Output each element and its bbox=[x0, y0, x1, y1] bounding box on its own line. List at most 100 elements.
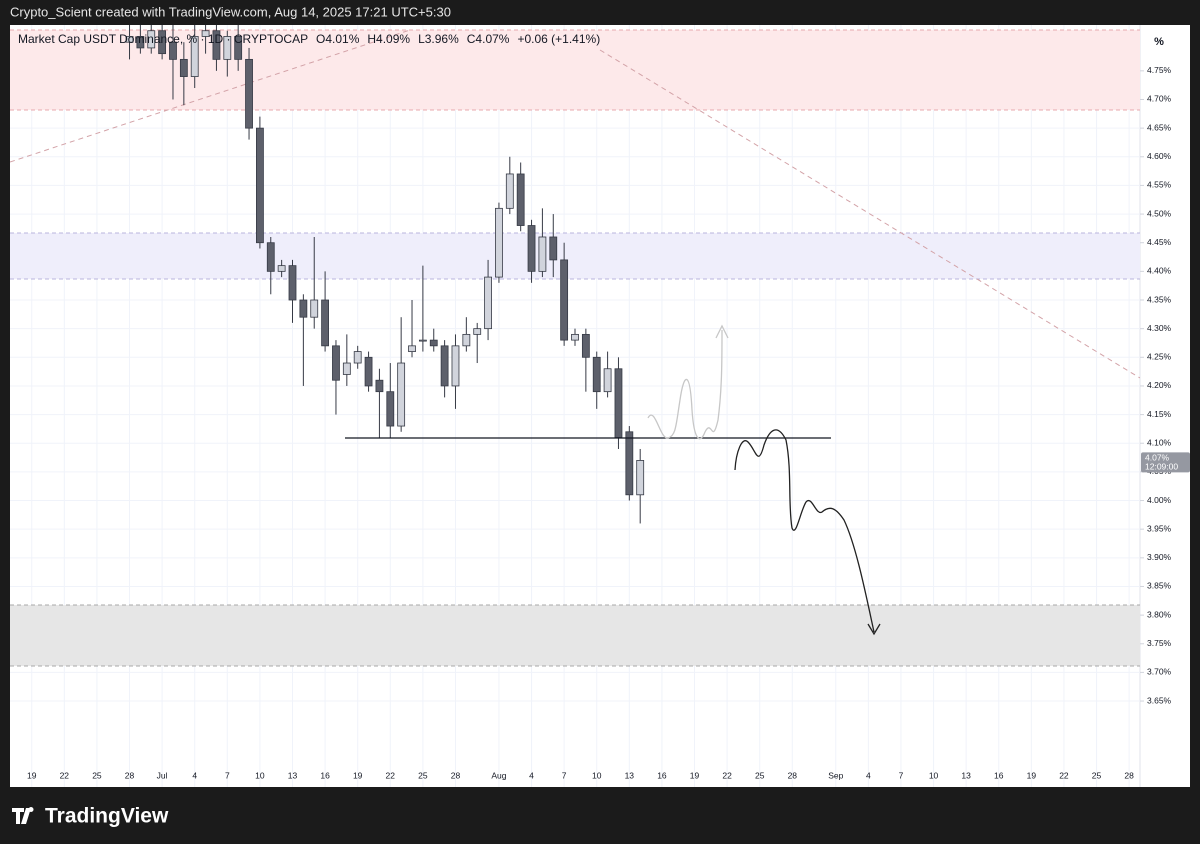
y-tick-label: 4.10% bbox=[1147, 437, 1172, 447]
x-tick-label: 25 bbox=[92, 770, 102, 780]
candle-body bbox=[310, 299, 319, 318]
y-tick-label: 4.65% bbox=[1147, 122, 1172, 132]
candle-body bbox=[560, 259, 569, 341]
last-price-label: 4.07% bbox=[1145, 453, 1170, 463]
candle-body bbox=[234, 36, 243, 60]
logo-mark bbox=[12, 807, 34, 824]
x-tick-label: 22 bbox=[386, 770, 396, 780]
candle-body bbox=[147, 30, 156, 49]
header: Crypto_Scient created with TradingView.c… bbox=[10, 4, 451, 19]
candle-body bbox=[462, 333, 471, 347]
candle-body bbox=[342, 362, 351, 375]
candle-body bbox=[527, 225, 536, 272]
x-tick-label: 28 bbox=[451, 770, 461, 780]
x-tick-label: 25 bbox=[1092, 770, 1102, 780]
candle-body bbox=[321, 299, 329, 347]
candle-body bbox=[266, 242, 275, 272]
candle-body bbox=[288, 265, 297, 301]
candle-body bbox=[212, 30, 221, 60]
candle-body bbox=[592, 356, 601, 393]
candle-body bbox=[473, 328, 482, 335]
candle-body bbox=[538, 236, 547, 272]
candle-body bbox=[495, 207, 503, 278]
x-tick-label: 16 bbox=[320, 770, 330, 780]
y-tick-label: 4.25% bbox=[1147, 352, 1172, 362]
support-zone bbox=[10, 605, 1140, 666]
axes: 4.75% 4.70% 4.65% 4.60% 4.55% 4.50% 4.45% 4.40%… bbox=[27, 65, 1190, 780]
ohlc-value: C4.07% bbox=[467, 32, 510, 46]
candles bbox=[125, 25, 645, 524]
candle-body bbox=[353, 351, 362, 364]
y-tick-label: 4.35% bbox=[1147, 294, 1172, 304]
x-tick-label: Jul bbox=[157, 770, 168, 780]
projected-path-sketch bbox=[734, 429, 881, 636]
x-tick-label: 10 bbox=[255, 770, 265, 780]
y-tick-label: 4.50% bbox=[1147, 208, 1172, 218]
x-tick-label: 10 bbox=[929, 770, 939, 780]
x-tick-label: 19 bbox=[353, 770, 363, 780]
candle-body bbox=[125, 36, 134, 43]
symbol-title: Market Cap USDT Dominance, % · 1D · CRYP… bbox=[18, 32, 308, 46]
candle-body bbox=[418, 339, 427, 342]
last-price-tag bbox=[1141, 452, 1190, 473]
x-tick-label: 7 bbox=[562, 770, 567, 780]
x-tick-label: 22 bbox=[722, 770, 732, 780]
y-tick-label: 4.60% bbox=[1147, 151, 1172, 161]
bar-countdown: 12:09:00 bbox=[1145, 462, 1178, 472]
ohlc-value: H4.09% bbox=[367, 32, 410, 46]
x-tick-label: 13 bbox=[288, 770, 298, 780]
unit-label: % bbox=[1154, 36, 1164, 48]
y-tick-label: 4.00% bbox=[1147, 495, 1172, 505]
candle-body bbox=[516, 173, 525, 226]
x-tick-label: 7 bbox=[899, 770, 904, 780]
candle-body bbox=[277, 265, 286, 272]
candle-body bbox=[299, 299, 308, 318]
x-tick-label: 4 bbox=[529, 770, 534, 780]
x-tick-label: 28 bbox=[1124, 770, 1134, 780]
x-tick-label: 13 bbox=[961, 770, 971, 780]
annotations bbox=[345, 324, 881, 636]
candle-body bbox=[375, 379, 384, 393]
candle-body bbox=[179, 58, 188, 77]
candle-body bbox=[158, 30, 167, 55]
y-tick-label: 3.70% bbox=[1147, 667, 1172, 677]
candle-body bbox=[386, 391, 395, 427]
candle-body bbox=[549, 236, 558, 261]
x-tick-label: 16 bbox=[657, 770, 667, 780]
x-tick-label: 10 bbox=[592, 770, 602, 780]
y-tick-label: 4.75% bbox=[1147, 65, 1172, 75]
candle-body bbox=[245, 58, 253, 129]
x-tick-label: 25 bbox=[755, 770, 765, 780]
y-tick-label: 3.85% bbox=[1147, 581, 1172, 591]
x-tick-label: 25 bbox=[418, 770, 428, 780]
candle-body bbox=[397, 362, 406, 427]
candle-body bbox=[136, 36, 145, 49]
candle-body bbox=[440, 345, 449, 387]
x-tick-label: 28 bbox=[788, 770, 798, 780]
brand-logo: TradingView bbox=[12, 805, 169, 828]
x-tick-label: 19 bbox=[690, 770, 700, 780]
x-tick-label: 4 bbox=[192, 770, 197, 780]
x-tick-label: Aug bbox=[491, 770, 506, 780]
y-tick-label: 3.65% bbox=[1147, 695, 1172, 705]
x-tick-label: 19 bbox=[1027, 770, 1037, 780]
y-tick-label: 3.90% bbox=[1147, 552, 1172, 562]
candle-body bbox=[581, 333, 590, 358]
alt-path-sketch bbox=[647, 324, 729, 440]
trend-line bbox=[10, 29, 411, 163]
x-tick-label: Sep bbox=[828, 770, 843, 780]
y-tick-label: 3.75% bbox=[1147, 638, 1172, 648]
ohlc-value: +0.06 (+1.41%) bbox=[517, 32, 600, 46]
mid-zone bbox=[10, 233, 1140, 279]
candle-body bbox=[408, 345, 416, 352]
x-tick-label: 16 bbox=[994, 770, 1004, 780]
candle-body bbox=[169, 41, 177, 60]
x-tick-label: 13 bbox=[625, 770, 635, 780]
candle-body bbox=[636, 460, 645, 496]
trend-line bbox=[599, 49, 1140, 379]
ohlc-legend: O4.01% H4.09% L3.96% C4.07% +0.06 (+1.41%) bbox=[316, 32, 600, 46]
candle-body bbox=[505, 173, 514, 209]
candle-body bbox=[190, 36, 199, 77]
candle-body bbox=[614, 368, 623, 438]
